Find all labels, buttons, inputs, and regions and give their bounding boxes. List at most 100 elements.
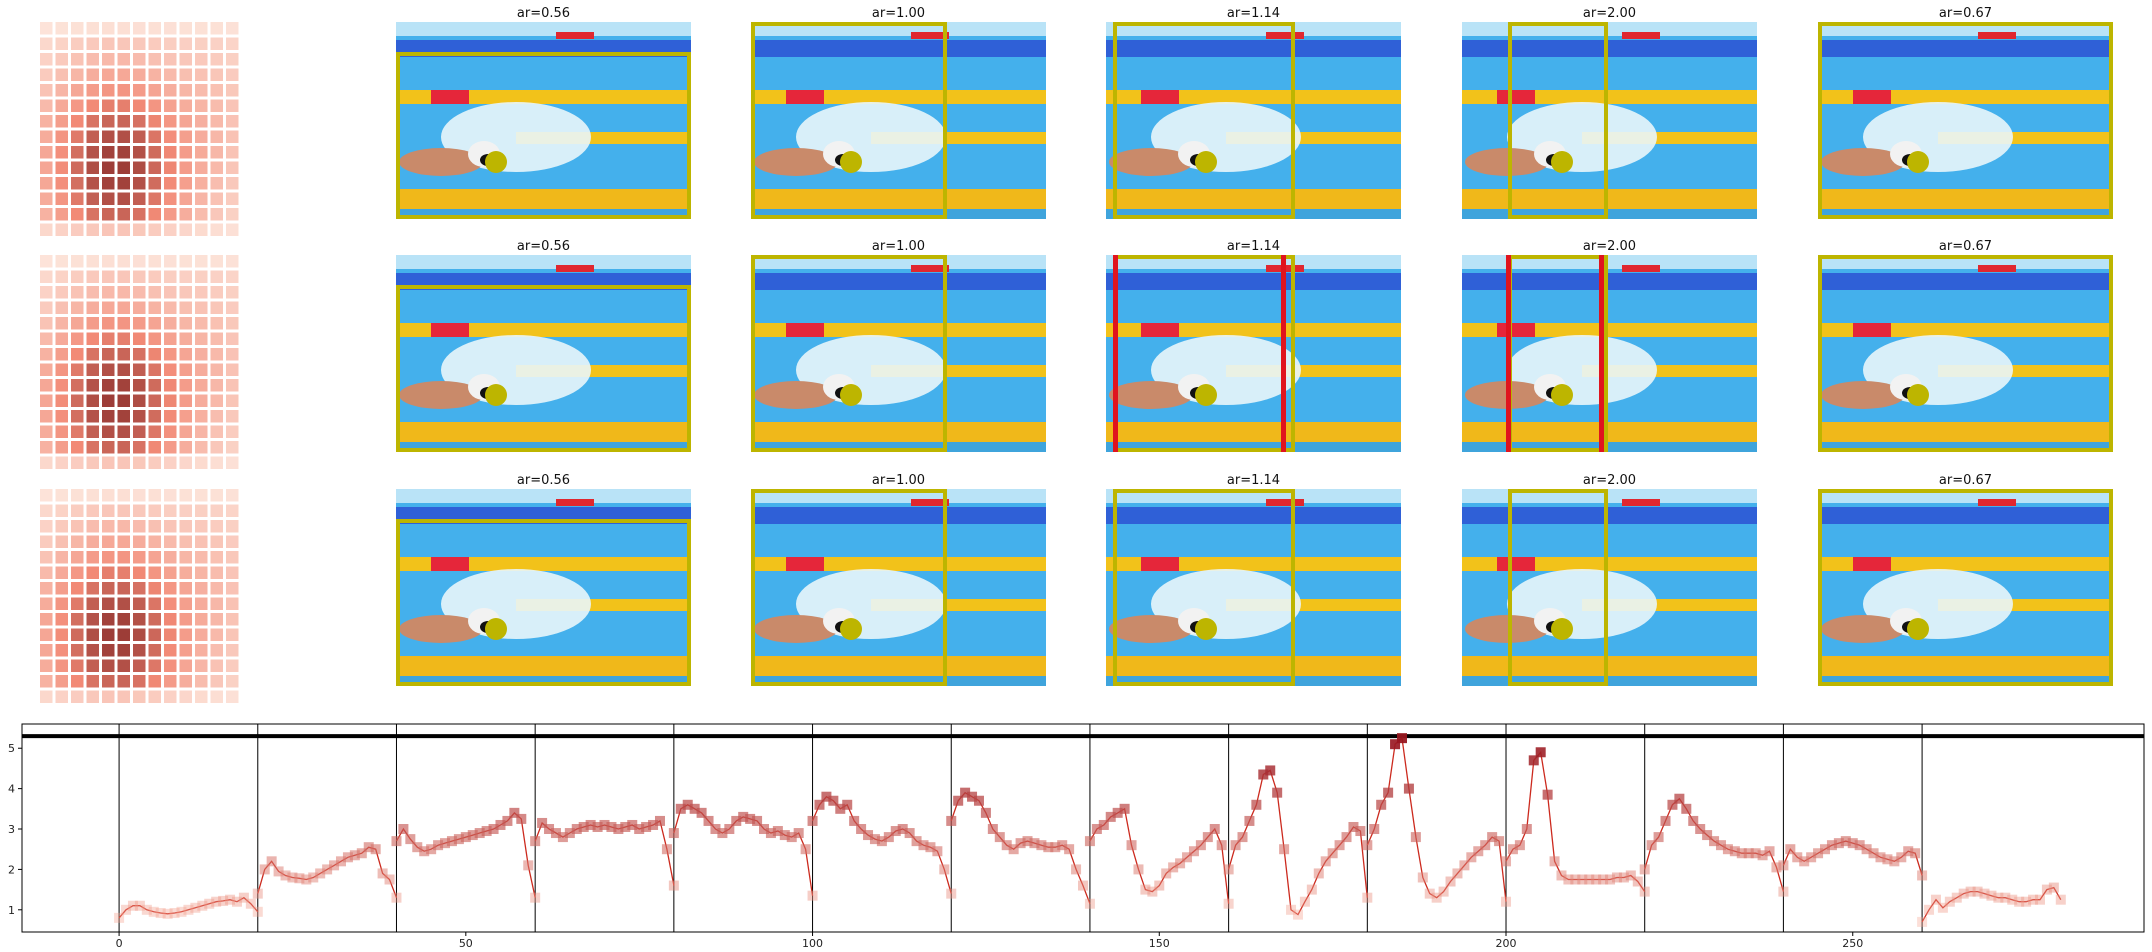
- heatmap-cell: [148, 130, 161, 143]
- x-tick-label: 50: [459, 937, 473, 950]
- data-point-marker: [1244, 815, 1255, 826]
- heatmap-cell: [40, 332, 53, 345]
- data-point-marker: [1064, 844, 1075, 855]
- heatmap-cell: [226, 690, 239, 703]
- data-point-marker: [1175, 858, 1186, 869]
- data-point-marker: [169, 908, 180, 919]
- panel-title: ar=1.14: [1227, 6, 1280, 21]
- data-point-marker: [419, 846, 430, 857]
- heatmap-cell: [71, 690, 84, 703]
- heatmap-cell: [55, 332, 68, 345]
- pool-top-band: [396, 489, 691, 503]
- heatmap-cell: [117, 489, 130, 502]
- data-point-marker: [752, 815, 763, 826]
- heatmap-cell: [133, 301, 146, 314]
- data-point-marker: [412, 842, 423, 853]
- heatmap-cell: [86, 613, 99, 626]
- heatmap-cell: [195, 255, 208, 268]
- data-point-marker: [2028, 894, 2039, 905]
- heatmap-cell: [40, 53, 53, 66]
- heatmap-cell: [164, 363, 177, 376]
- data-point-marker: [1868, 848, 1879, 859]
- data-point-marker: [1598, 874, 1609, 885]
- data-point-marker: [856, 824, 867, 835]
- heatmap-cell: [40, 146, 53, 159]
- heatmap-cell: [133, 130, 146, 143]
- data-point-marker: [176, 906, 187, 917]
- data-point-marker: [1736, 848, 1747, 859]
- heatmap-cell: [86, 456, 99, 469]
- data-point-marker: [1937, 902, 1948, 913]
- heatmap-cell: [195, 441, 208, 454]
- heatmap-cell: [226, 37, 239, 50]
- heatmap-cell: [148, 270, 161, 283]
- heatmap-cell: [179, 520, 192, 533]
- data-point-marker: [1362, 840, 1373, 851]
- data-point-marker: [1383, 787, 1394, 798]
- bottom-lane-rope: [1818, 189, 2113, 209]
- heatmap-cell: [226, 115, 239, 128]
- heatmap-cell: [102, 270, 115, 283]
- heatmap-cell: [71, 613, 84, 626]
- data-point-marker: [114, 912, 125, 923]
- heatmap-cell: [210, 425, 223, 438]
- heatmap-cell: [71, 628, 84, 641]
- data-point-marker: [1258, 769, 1269, 780]
- data-point-marker: [821, 791, 832, 802]
- data-point-marker: [1722, 844, 1733, 855]
- heatmap-cell: [210, 504, 223, 517]
- heatmap-cell: [164, 37, 177, 50]
- data-point-marker: [460, 832, 471, 843]
- heatmap-cell: [102, 410, 115, 423]
- heatmap-cell: [102, 394, 115, 407]
- heatmap-cell: [55, 425, 68, 438]
- red-buoy: [1978, 499, 2016, 506]
- center-dot: [485, 618, 507, 640]
- data-point-marker: [641, 821, 652, 832]
- heatmap-cell: [195, 690, 208, 703]
- heatmap-cell: [71, 520, 84, 533]
- data-point-marker: [1119, 803, 1130, 814]
- data-point-marker: [1223, 864, 1234, 875]
- heatmap-cell: [226, 84, 239, 97]
- data-point-marker: [800, 844, 811, 855]
- heatmap-cell: [226, 520, 239, 533]
- heatmap-cell: [55, 628, 68, 641]
- data-point-marker: [1625, 870, 1636, 881]
- heatmap-cell: [117, 613, 130, 626]
- data-point-marker: [329, 860, 340, 871]
- heatmap-cell: [71, 255, 84, 268]
- data-point-marker: [1015, 838, 1026, 849]
- data-point-marker: [495, 819, 506, 830]
- heatmap-cell: [117, 99, 130, 112]
- data-point-marker: [1785, 844, 1796, 855]
- data-point-marker: [204, 898, 215, 909]
- pool-top-band: [1462, 489, 1757, 503]
- data-point-marker: [876, 836, 887, 847]
- data-point-marker: [1057, 840, 1068, 851]
- heatmap-cell: [86, 363, 99, 376]
- blue-lane-rope: [1106, 507, 1401, 524]
- heatmap-cell: [195, 22, 208, 35]
- red-buoy: [911, 499, 949, 506]
- heatmap-cell: [148, 535, 161, 548]
- heatmap-cell: [71, 675, 84, 688]
- data-point-marker: [523, 860, 534, 871]
- red-buoy: [911, 265, 949, 272]
- heatmap-cell: [148, 146, 161, 159]
- data-point-marker: [391, 836, 402, 847]
- data-point-marker: [1826, 840, 1837, 851]
- heatmap-cell: [133, 332, 146, 345]
- heatmap-cell: [210, 255, 223, 268]
- data-point-marker: [1792, 852, 1803, 863]
- center-dot: [1907, 151, 1929, 173]
- red-buoy: [1622, 265, 1660, 272]
- heatmap-cell: [40, 520, 53, 533]
- data-point-marker: [779, 830, 790, 841]
- heatmap-cell: [40, 301, 53, 314]
- data-point-marker: [1209, 824, 1220, 835]
- data-point-marker: [911, 836, 922, 847]
- heatmap-cell: [226, 566, 239, 579]
- bottom-water: [751, 676, 1046, 686]
- heatmap-cell: [133, 99, 146, 112]
